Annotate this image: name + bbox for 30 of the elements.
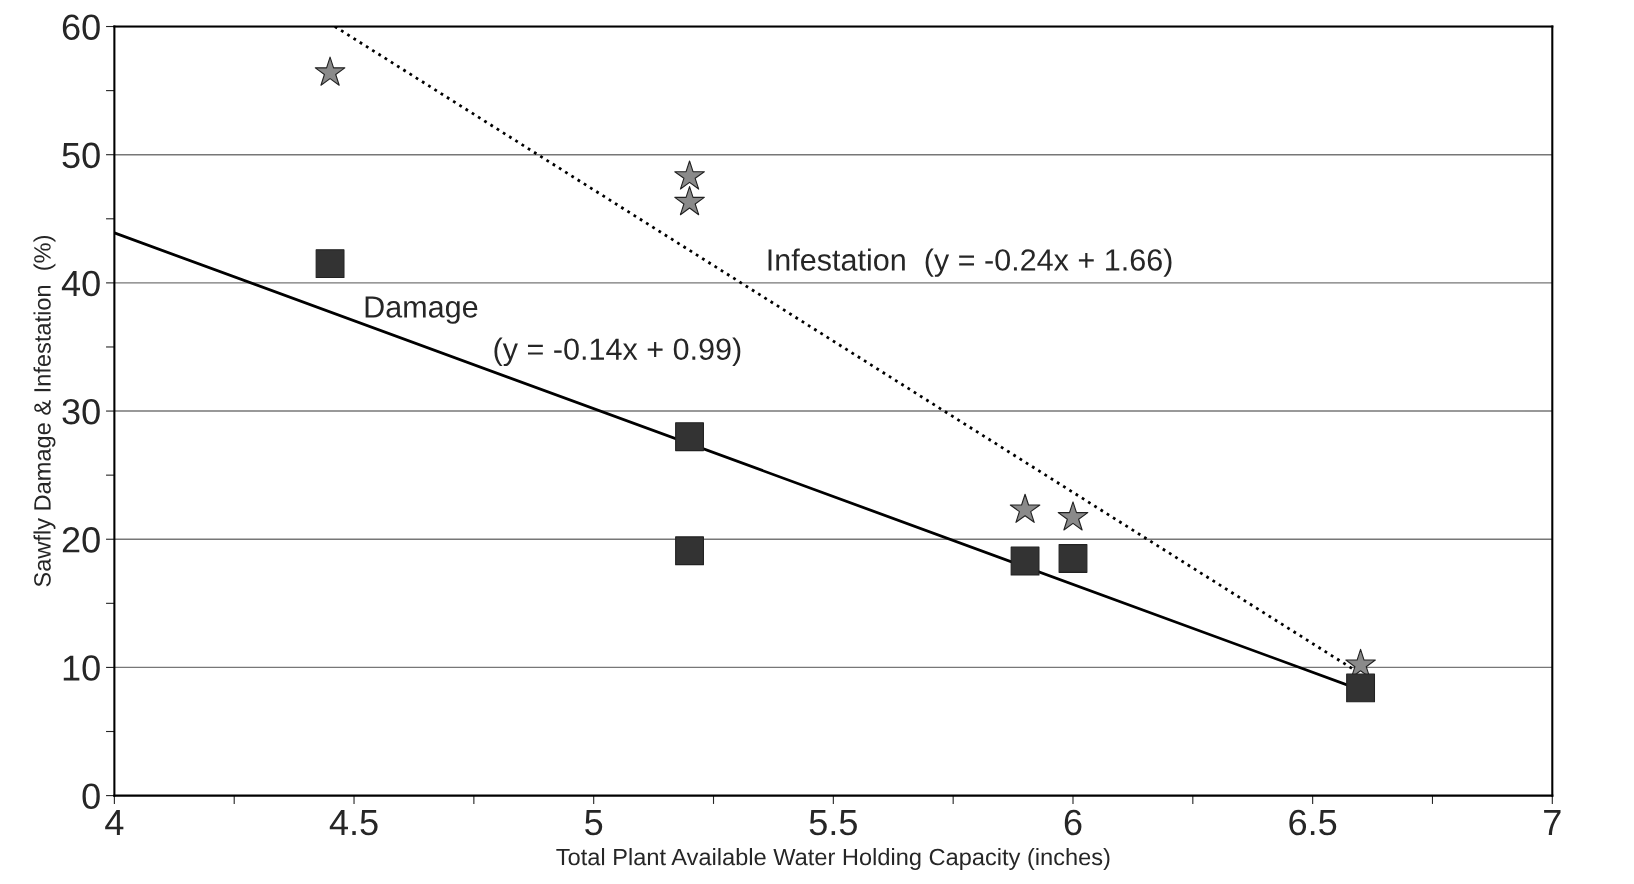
point [1009,493,1041,523]
y-tick-label: 60 [62,14,100,40]
y-tick-label: 20 [62,527,100,553]
point [675,422,704,452]
point [1058,544,1088,573]
point [1346,673,1376,703]
y-axis-title: Sawfly Damage & Infestation (%) [33,236,56,587]
y-tick-label: 30 [62,398,100,425]
x-tick-label: 4.5 [329,810,378,836]
point [675,536,704,566]
y-tick-label: 50 [62,142,100,169]
point [1057,501,1089,531]
x-tick-label: 4 [105,810,124,835]
x-tick-label: 5 [585,810,603,836]
y-tick-label: 10 [63,655,100,681]
y-tick-label: 40 [61,270,100,297]
point [674,186,705,216]
point [674,160,705,190]
y-tick-label: 0 [82,783,100,810]
x-tick-label: 6 [1064,809,1082,836]
annotation: Damage [365,296,478,324]
annotation: Infestation (y = -0.24x + 1.66) [768,248,1172,277]
annotation: (y = -0.14x + 0.99) [494,337,741,367]
x-tick-label: 7 [1544,810,1561,835]
x-axis-title: Total Plant Available Water Holding Capacity (inches) [556,848,1110,871]
point [315,249,345,279]
x-tick-label: 6.5 [1289,809,1337,836]
x-tick-label: 5.5 [809,810,857,836]
point [1010,546,1040,576]
point [314,56,346,86]
